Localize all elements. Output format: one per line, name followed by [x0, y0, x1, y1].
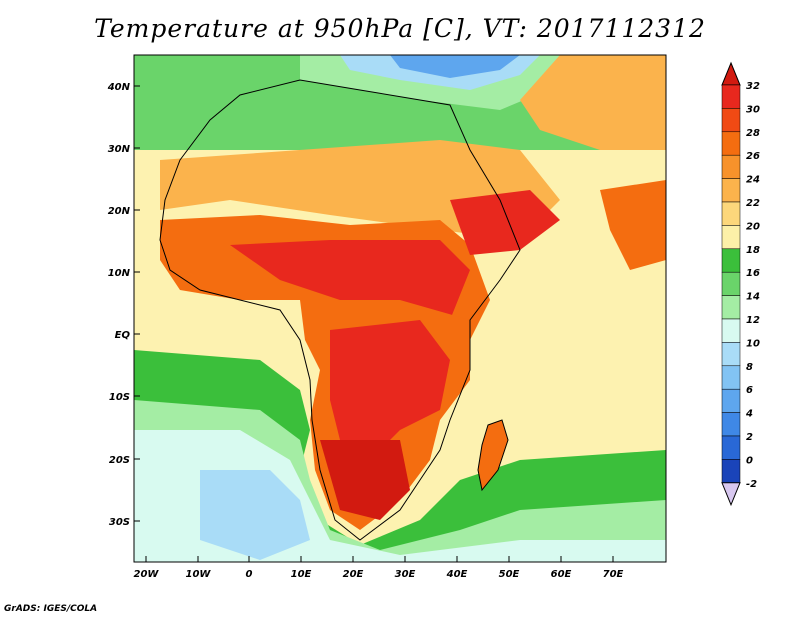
- colorbar-segment: [721, 295, 741, 320]
- lon-label: 10W: [186, 569, 212, 580]
- lon-label: 60E: [551, 569, 572, 580]
- colorbar-segment: [721, 412, 741, 437]
- colorbar-segment: [721, 131, 741, 156]
- colorbar-label: 12: [746, 315, 760, 326]
- colorbar-label: 28: [746, 128, 760, 139]
- colorbar-label: 18: [746, 245, 760, 256]
- lat-label: 20S: [109, 455, 130, 466]
- colorbar-top-arrow: [721, 61, 741, 86]
- lon-label: 10E: [291, 569, 312, 580]
- colorbar-label: 2: [746, 432, 753, 443]
- colorbar-label: 22: [746, 198, 760, 209]
- colorbar-label: 6: [746, 385, 753, 396]
- colorbar-label: 30: [746, 104, 760, 115]
- lat-label: 30S: [109, 517, 130, 528]
- colorbar-bottom-arrow: [721, 482, 741, 507]
- lon-label: 30E: [395, 569, 416, 580]
- latitude-labels: 40N 30N 20N 10N EQ 10S 20S 30S: [107, 82, 140, 528]
- colorbar-segment: [721, 84, 741, 109]
- lat-label: 10N: [108, 268, 131, 279]
- lon-label: 70E: [603, 569, 624, 580]
- colorbar-segment: [721, 318, 741, 343]
- lon-label: 20W: [134, 569, 160, 580]
- colorbar-segment: [721, 201, 741, 226]
- lat-label: 10S: [109, 392, 130, 403]
- colorbar-segment: [721, 154, 741, 179]
- colorbar-segment: [721, 108, 741, 133]
- colorbar-label: 4: [745, 409, 753, 420]
- map-plot: [133, 54, 667, 563]
- map-title: Temperature at 950hPa [C], VT: 201711231…: [94, 14, 706, 43]
- colorbar-segment: [721, 459, 741, 484]
- colorbar-segment: [721, 388, 741, 413]
- colorbar-label: 14: [746, 292, 760, 303]
- lon-label: 50E: [499, 569, 520, 580]
- lat-label: EQ: [115, 330, 131, 341]
- colorbar-label: 20: [746, 221, 760, 232]
- colorbar-segment: [721, 248, 741, 273]
- colorbar-label: 0: [746, 455, 753, 466]
- colorbar-segment: [721, 271, 741, 296]
- colorbar-label: -2: [746, 479, 757, 490]
- colorbar-segment: [721, 178, 741, 203]
- colorbar-label: 32: [746, 81, 760, 92]
- colorbar-label: 24: [746, 175, 760, 186]
- lon-label: 40E: [446, 569, 468, 580]
- colorbar-label: 16: [746, 268, 760, 279]
- colorbar-segment: [721, 225, 741, 250]
- longitude-labels: 20W 10W 0 10E 20E 30E 40E 50E 60E 70E: [134, 556, 624, 580]
- colorbar-label: 8: [746, 362, 753, 373]
- colorbar-segment: [721, 435, 741, 460]
- lon-label: 20E: [343, 569, 364, 580]
- colorbar-label: 26: [746, 151, 760, 162]
- colorbar-label: 10: [746, 338, 760, 349]
- footer-credit: GrADS: IGES/COLA: [4, 604, 98, 614]
- colorbar-segment: [721, 342, 741, 367]
- lat-label: 20N: [108, 206, 131, 217]
- lat-label: 30N: [108, 144, 131, 155]
- colorbar-segment: [721, 365, 741, 390]
- lon-label: 0: [246, 569, 253, 580]
- lat-label: 40N: [107, 82, 131, 93]
